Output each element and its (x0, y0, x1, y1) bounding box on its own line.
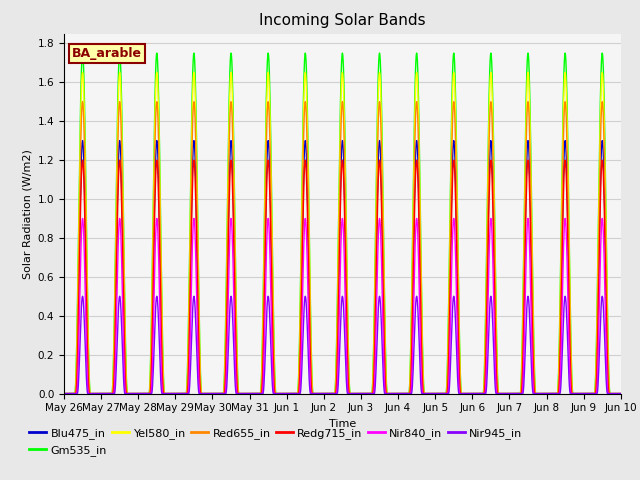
X-axis label: Time: Time (329, 419, 356, 429)
Legend: Blu475_in, Gm535_in, Yel580_in, Red655_in, Redg715_in, Nir840_in, Nir945_in: Blu475_in, Gm535_in, Yel580_in, Red655_i… (25, 424, 527, 460)
Y-axis label: Solar Radiation (W/m2): Solar Radiation (W/m2) (22, 149, 32, 278)
Text: BA_arable: BA_arable (72, 47, 142, 60)
Title: Incoming Solar Bands: Incoming Solar Bands (259, 13, 426, 28)
